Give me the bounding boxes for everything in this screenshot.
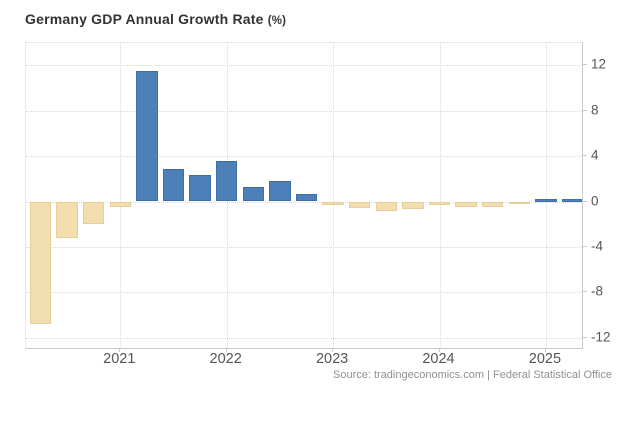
x-axis-tick: [225, 348, 227, 352]
chart-title-unit: (%): [267, 15, 287, 27]
y-axis-tick: [582, 245, 587, 247]
x-axis-tick: [544, 348, 546, 352]
horizontal-gridline-0: [26, 201, 582, 203]
horizontal-gridline-4: [26, 156, 582, 158]
horizontal-gridline-8: [26, 110, 582, 112]
bar-2023-Q3[interactable]: [375, 201, 398, 211]
bar-2021-Q1[interactable]: [109, 201, 132, 208]
x-axis-label-2023: 2023: [315, 351, 349, 367]
horizontal-gridline-12: [26, 65, 582, 67]
horizontal-gridline--8: [26, 292, 582, 294]
y-axis-label-4: 4: [591, 147, 599, 163]
x-axis-tick: [119, 348, 121, 352]
bar-2020-Q4[interactable]: [82, 201, 105, 225]
x-axis-label-2024: 2024: [422, 351, 455, 367]
y-axis-label-8: 8: [591, 102, 599, 118]
y-axis-tick: [582, 64, 587, 66]
bar-2022-Q1[interactable]: [215, 160, 238, 202]
bar-2021-Q2[interactable]: [136, 70, 158, 202]
bar-2024-Q4[interactable]: [508, 201, 531, 204]
bar-2022-Q2[interactable]: [242, 186, 265, 202]
x-axis-tick: [438, 348, 440, 352]
y-axis-label-12: 12: [591, 56, 607, 72]
horizontal-gridline--12: [26, 337, 582, 339]
bar-2021-Q3[interactable]: [162, 168, 185, 202]
bar-2022-Q4[interactable]: [295, 193, 318, 202]
y-axis-tick: [582, 336, 587, 338]
bar-2020-Q3[interactable]: [56, 201, 78, 238]
x-axis-tick: [332, 348, 334, 352]
y-axis-tick: [582, 155, 587, 157]
vertical-gridline-2023: [333, 43, 335, 348]
y-axis-tick: [582, 200, 587, 202]
vertical-gridline-2025: [545, 43, 547, 348]
bar-2024-Q1[interactable]: [428, 201, 451, 205]
horizontal-gridline--4: [26, 246, 582, 248]
y-axis-label-0: 0: [591, 193, 599, 208]
x-axis-label-2021: 2021: [103, 351, 136, 367]
y-axis-label--4: -4: [591, 238, 604, 254]
bar-2023-Q2[interactable]: [348, 201, 371, 209]
bar-2025-Q1[interactable]: [535, 199, 557, 202]
plot-area: [25, 42, 583, 349]
chart-title: Germany GDP Annual Growth Rate (%): [25, 11, 286, 27]
y-axis-tick: [582, 109, 587, 111]
x-axis-label-2022: 2022: [209, 351, 242, 367]
bar-2023-Q1[interactable]: [322, 201, 344, 205]
bar-2021-Q4[interactable]: [189, 175, 211, 202]
bar-2025-Q2[interactable]: [561, 199, 582, 202]
chart-title-text: Germany GDP Annual Growth Rate: [25, 11, 264, 27]
x-axis-label-2025: 2025: [528, 351, 562, 367]
bar-2024-Q3[interactable]: [481, 201, 504, 208]
bar-2024-Q2[interactable]: [455, 201, 477, 208]
y-axis-tick: [582, 291, 587, 293]
source-credit: Source: tradingeconomics.com | Federal S…: [333, 369, 612, 381]
vertical-gridline-2021: [120, 43, 122, 348]
bar-2020-Q2[interactable]: [29, 201, 52, 325]
bar-2023-Q4[interactable]: [402, 201, 424, 210]
vertical-gridline-2024: [439, 43, 441, 348]
y-axis-label--12: -12: [591, 329, 611, 345]
y-axis-label--8: -8: [591, 283, 604, 299]
bar-2022-Q3[interactable]: [269, 181, 291, 202]
